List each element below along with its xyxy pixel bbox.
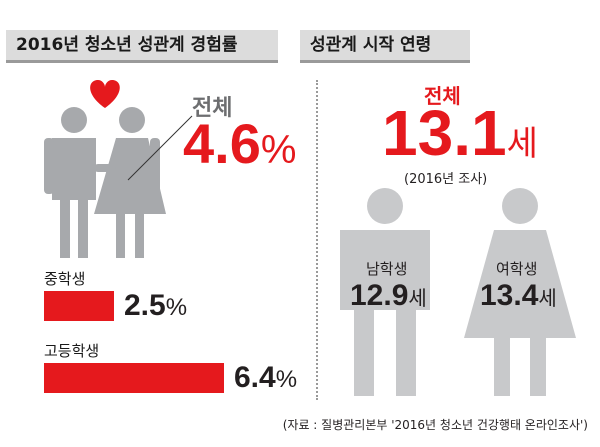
bar-label-high-school: 고등학생 xyxy=(44,342,100,360)
boy-figure-icon xyxy=(340,188,430,396)
right-headline-value: 13.1세 xyxy=(382,100,538,177)
male-figure-icon xyxy=(44,107,96,258)
left-headline-number: 4.6 xyxy=(183,112,261,175)
couple-illustration xyxy=(44,80,166,258)
bar-value-high-school: 6.4% xyxy=(234,361,298,394)
right-headline-label: 전체 xyxy=(424,84,461,108)
girl-label: 여학생 xyxy=(496,260,538,278)
bar-high-school xyxy=(44,363,224,393)
boy-value: 12.9세 xyxy=(350,279,427,312)
right-headline-number: 13.1 xyxy=(382,97,507,169)
bar-middle-school xyxy=(44,291,114,321)
left-panel-title: 2016년 청소년 성관계 경험률 xyxy=(6,30,278,63)
heart-icon xyxy=(90,80,120,108)
girl-value: 13.4세 xyxy=(480,279,557,312)
survey-note: (2016년 조사) xyxy=(404,172,488,187)
left-headline-unit: % xyxy=(260,128,297,172)
girl-figure-icon xyxy=(464,188,576,396)
source-note: (자료 : 질병관리본부 '2016년 청소년 건강행태 온라인조사') xyxy=(282,418,588,432)
panel-divider xyxy=(316,80,318,400)
left-headline-value: 4.6% xyxy=(183,114,296,180)
right-panel-title: 성관계 시작 연령 xyxy=(300,30,470,63)
left-headline-label: 전체 xyxy=(192,96,233,121)
right-headline-unit: 세 xyxy=(506,125,538,163)
callout-line xyxy=(127,115,193,181)
boy-label: 남학생 xyxy=(366,260,408,278)
bar-value-middle-school: 2.5% xyxy=(124,289,188,322)
bar-label-middle-school: 중학생 xyxy=(44,270,86,288)
